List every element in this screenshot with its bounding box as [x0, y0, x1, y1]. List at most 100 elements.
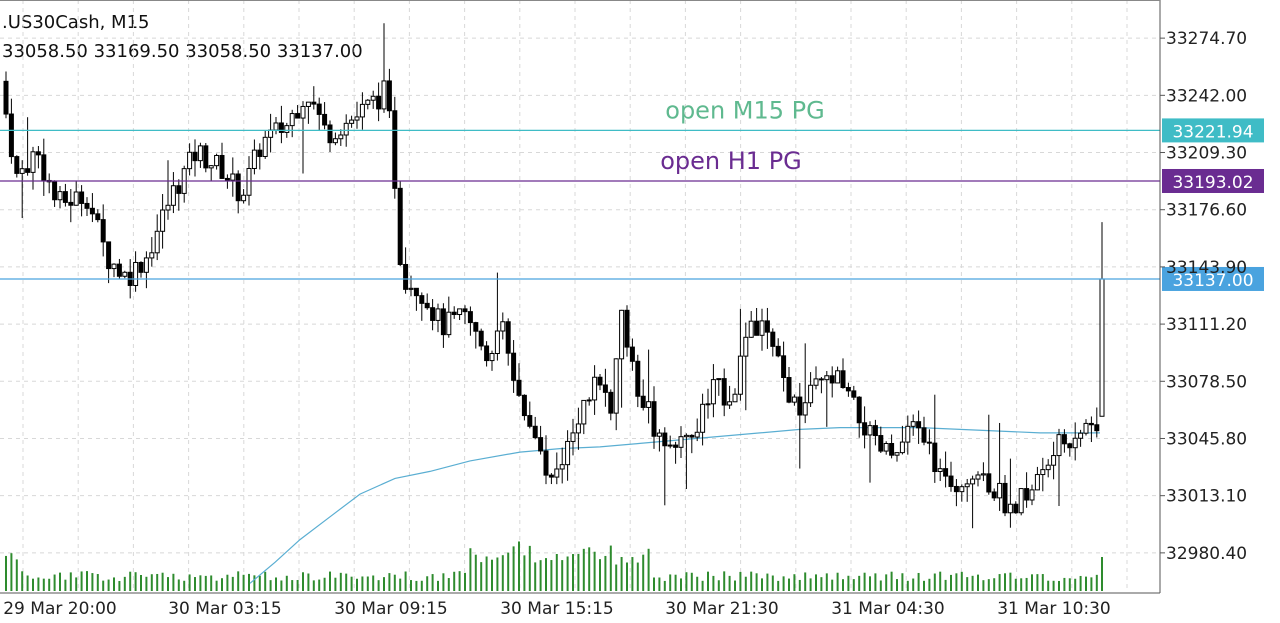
candle-bear [673, 444, 679, 448]
candle-bear [3, 80, 9, 115]
candle-bull [19, 168, 25, 174]
candle-bear [829, 375, 835, 384]
candle-bull [791, 396, 797, 403]
candle-bull [1056, 434, 1062, 457]
candle-bull [154, 230, 160, 254]
candle-bull [349, 119, 355, 124]
candle-bear [1013, 503, 1019, 514]
candle-bull [899, 441, 905, 454]
candle-bear [943, 468, 949, 477]
candle-bull [894, 452, 900, 456]
candle-bear [100, 219, 106, 243]
price-tag [1162, 168, 1264, 193]
candle-bear [484, 345, 490, 362]
candle-bull [883, 442, 889, 452]
candle-bull [365, 99, 371, 105]
candle-bull [305, 101, 311, 107]
candle-bear [511, 352, 517, 381]
candle-bull [500, 321, 506, 332]
candle-bull [251, 149, 257, 169]
candle-bull [559, 464, 565, 470]
candle-bull [1018, 488, 1024, 514]
candle-bull [262, 136, 268, 157]
candle-bull [300, 105, 306, 119]
candle-bull [586, 399, 592, 402]
candle-bull [554, 468, 560, 478]
candle-bear [916, 421, 922, 429]
candle-bear [889, 442, 895, 456]
price-lines: 33221.94 open M15 PG 33193.02 open H1 PG 331… [0, 96, 1264, 291]
candle-bear [473, 322, 479, 332]
x-tick-label: 31 Mar 10:30 [997, 599, 1111, 619]
candle-bull [737, 355, 743, 395]
candle-bear [8, 113, 14, 158]
candle-bull [170, 185, 176, 206]
candle-bull [835, 370, 841, 384]
candle-bear [543, 450, 549, 476]
candle-bear [602, 384, 608, 393]
candle-bear [14, 156, 20, 174]
candle-bull [694, 431, 700, 438]
ohlc-readout: 33058.50 33169.50 33058.50 33137.00 [2, 41, 363, 62]
candle-bull [570, 432, 576, 442]
y-tick-label: 33078.50 [1166, 372, 1247, 392]
candle-bull [133, 261, 139, 286]
candle-bull [489, 353, 495, 362]
candle-bear [786, 377, 792, 403]
grid [0, 0, 1160, 591]
candle-bear [84, 202, 90, 209]
candle-bear [991, 491, 997, 499]
candle-bull [246, 167, 252, 196]
candle-bear [775, 345, 781, 357]
candle-bear [451, 311, 457, 316]
candle-bull [73, 191, 79, 206]
candle-bear [192, 151, 198, 162]
candle-bull [1078, 432, 1084, 439]
candle-bear [548, 474, 554, 478]
candle-bear [781, 355, 787, 379]
candle-bull [700, 403, 706, 433]
candle-bear [862, 422, 868, 436]
y-tick-label: 33209.30 [1166, 144, 1247, 164]
candle-bull [1040, 469, 1046, 476]
candle-bear [921, 427, 927, 443]
candle-bear [316, 103, 322, 115]
candle-bear [651, 401, 657, 437]
candle-bear [295, 113, 301, 119]
candle-bear [818, 378, 824, 381]
volume-bars [5, 541, 1103, 591]
candle-bull [289, 113, 295, 127]
candle-bull [959, 486, 965, 493]
candle-bear [176, 185, 182, 194]
candle-bull [273, 122, 279, 131]
y-tick-label: 33242.00 [1166, 86, 1247, 106]
candle-bull [964, 483, 970, 488]
candle-bull [683, 434, 689, 438]
candle-bull [208, 165, 214, 169]
candle-bear [430, 307, 436, 321]
candle-bear [1002, 482, 1008, 514]
candle-bear [41, 154, 47, 181]
candle-bear [278, 122, 284, 133]
candle-bull [1007, 503, 1013, 514]
candle-bear [986, 473, 992, 493]
x-tick-label: 30 Mar 03:15 [168, 599, 282, 619]
y-tick-label: 33013.10 [1166, 487, 1247, 507]
candle-bear [224, 177, 230, 181]
candle-bull [268, 129, 274, 138]
candle-bear [851, 390, 857, 398]
candle-bull [667, 444, 673, 447]
candle-bear [532, 425, 538, 439]
candlesticks [3, 23, 1105, 529]
candle-bear [845, 387, 851, 392]
candle-bull [613, 358, 619, 414]
candle-bull [1029, 489, 1035, 501]
candle-bear [413, 287, 419, 297]
candle-bull [759, 320, 765, 336]
candle-bull [937, 468, 943, 473]
candle-bear [322, 113, 328, 126]
candle-bear [462, 308, 468, 313]
candle-bear [89, 207, 95, 215]
